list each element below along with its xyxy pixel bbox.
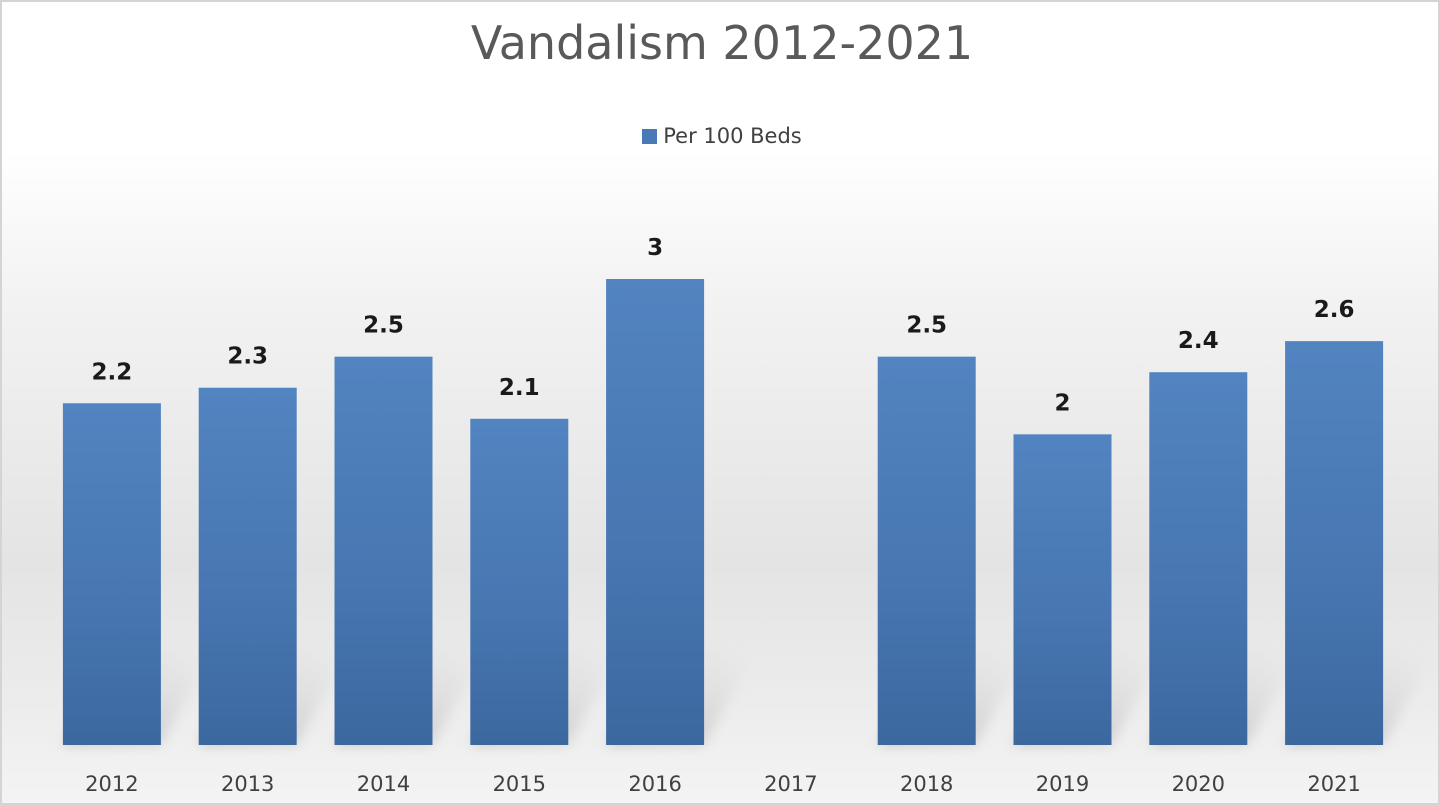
data-label-2016: 3 — [647, 235, 663, 261]
data-label-2020: 2.4 — [1178, 328, 1219, 354]
bar-2013 — [198, 387, 297, 745]
legend-swatch — [642, 129, 658, 144]
x-tick-2015: 2015 — [493, 772, 546, 796]
legend: Per 100 Beds — [2, 124, 1438, 148]
data-label-2019: 2 — [1054, 390, 1070, 416]
bar-2019 — [1013, 434, 1112, 745]
bar-2018 — [877, 356, 976, 745]
x-tick-2013: 2013 — [221, 772, 274, 796]
bar-2016 — [606, 279, 705, 745]
x-tick-2017: 2017 — [764, 772, 817, 796]
chart-title: Vandalism 2012-2021 — [470, 16, 974, 70]
x-tick-2019: 2019 — [1036, 772, 1089, 796]
x-tick-2021: 2021 — [1307, 772, 1360, 796]
x-tick-2020: 2020 — [1172, 772, 1225, 796]
data-label-2013: 2.3 — [227, 344, 268, 370]
bar-2020 — [1149, 372, 1248, 745]
x-tick-2018: 2018 — [900, 772, 953, 796]
data-label-2015: 2.1 — [499, 375, 540, 401]
bar-2015 — [470, 418, 569, 745]
data-label-2018: 2.5 — [906, 313, 947, 339]
bar-2014 — [334, 356, 433, 745]
data-label-2014: 2.5 — [363, 313, 404, 339]
x-tick-2016: 2016 — [628, 772, 681, 796]
bar-2021 — [1285, 341, 1384, 745]
legend-label: Per 100 Beds — [663, 124, 802, 148]
x-tick-2014: 2014 — [357, 772, 410, 796]
bar-2012 — [62, 403, 161, 745]
x-tick-2012: 2012 — [85, 772, 138, 796]
data-label-2012: 2.2 — [92, 359, 133, 385]
data-label-2021: 2.6 — [1314, 297, 1355, 323]
